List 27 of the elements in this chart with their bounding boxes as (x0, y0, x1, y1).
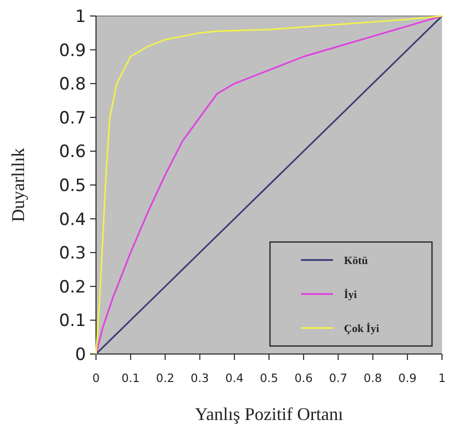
y-tick-label: 0.1 (58, 311, 86, 332)
x-tick-label: 0.4 (225, 371, 244, 385)
y-tick-label: 0.2 (58, 277, 86, 298)
x-tick-label: 0.2 (156, 371, 174, 385)
y-tick-label: 0.9 (58, 40, 86, 61)
y-axis-title: Duyarlılık (8, 148, 28, 222)
y-tick-label: 0.4 (58, 210, 86, 230)
y-tick-label: 0.6 (58, 142, 86, 162)
x-tick-label: 0.8 (364, 371, 382, 385)
y-tick-label: 0.5 (58, 176, 86, 196)
legend-label: Kötü (344, 254, 368, 267)
x-axis-title: Yanlış Pozitif Ortanı (194, 404, 344, 424)
legend-label: İyi (344, 288, 357, 301)
x-tick-label: 0.1 (121, 371, 140, 385)
x-tick-label: 0.6 (294, 371, 313, 385)
legend-label: Çok İyi (344, 322, 380, 335)
x-tick-label: 0.3 (190, 371, 209, 385)
y-tick-label: 0.3 (58, 244, 86, 264)
x-tick-label: 0.9 (398, 371, 417, 385)
x-tick-label: 0.7 (329, 371, 348, 385)
x-tick-label: 0 (92, 371, 100, 385)
x-tick-label: 0.5 (260, 371, 278, 385)
y-tick-label: 1 (75, 6, 86, 27)
y-tick-label: 0.7 (58, 108, 86, 128)
y-tick-label: 0.8 (58, 74, 86, 95)
x-tick-label: 1 (438, 371, 446, 385)
y-tick-label: 0 (75, 344, 86, 365)
